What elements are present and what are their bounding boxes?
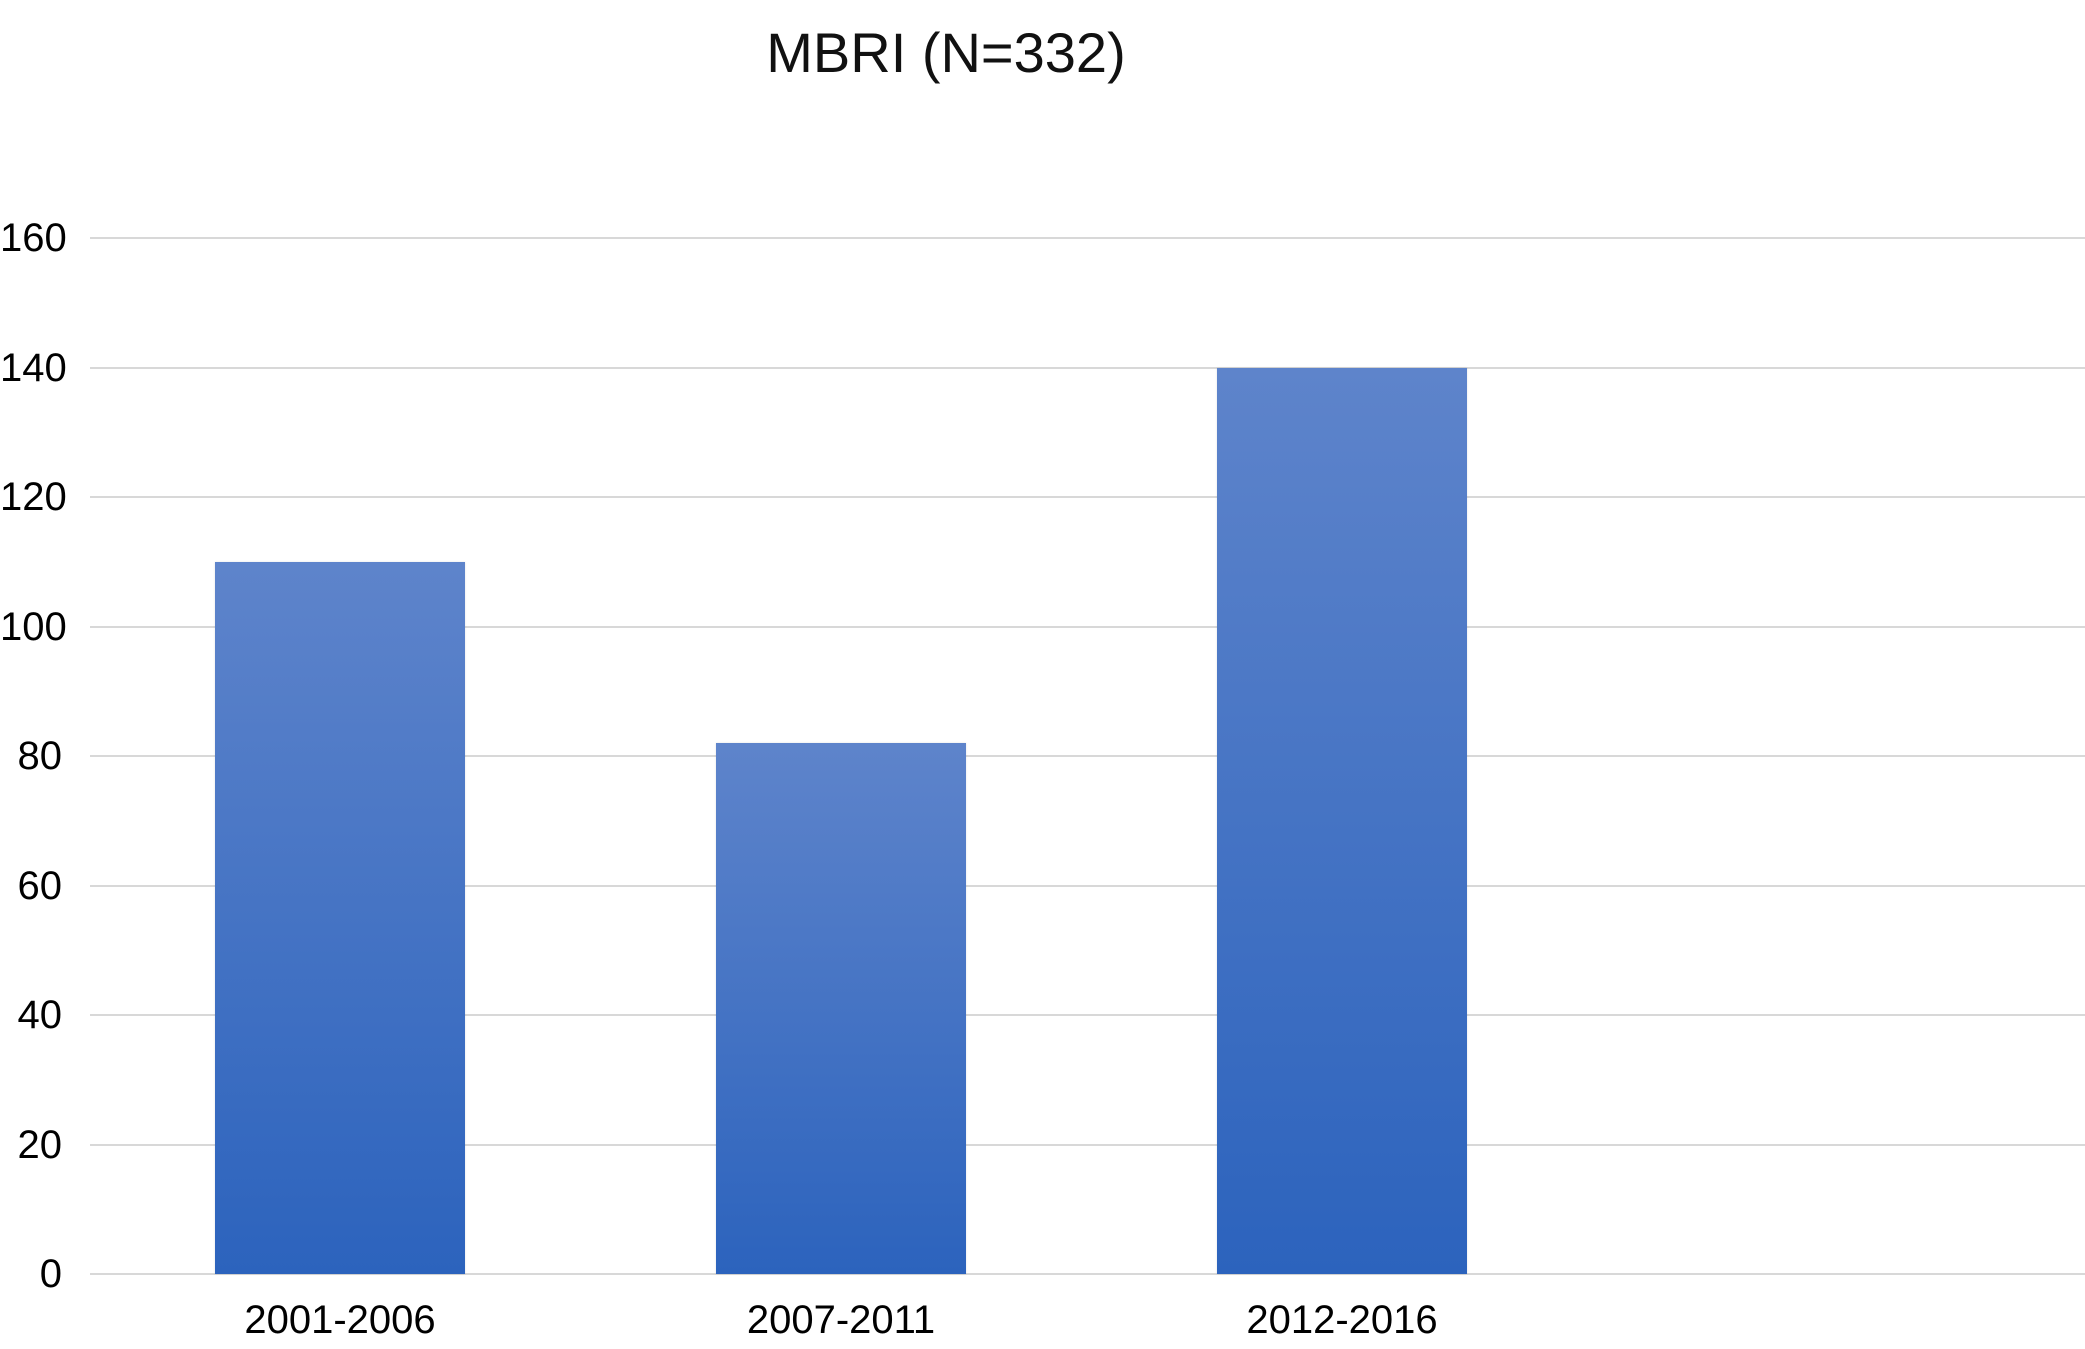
y-axis-tick-label: 140 xyxy=(0,345,67,390)
gridline-y-60 xyxy=(90,884,2085,887)
gridline-y-100 xyxy=(90,625,2085,628)
y-axis-tick-label: 100 xyxy=(0,604,67,649)
chart-title: MBRI (N=332) xyxy=(766,21,1126,84)
bar-2007-2011 xyxy=(716,743,966,1274)
y-axis-tick-label: 20 xyxy=(17,1122,63,1167)
gridline-y-80 xyxy=(90,755,2085,757)
y-axis-tick-label: 160 xyxy=(0,216,67,260)
x-axis-tick-label: 2012-2016 xyxy=(1246,1298,1438,1342)
y-axis-tick-label: 40 xyxy=(17,993,63,1037)
gridline-y-140 xyxy=(90,366,2085,369)
bar-2012-2016 xyxy=(1217,367,1467,1274)
y-axis-tick-label: 0 xyxy=(39,1252,62,1296)
gridline-y-20 xyxy=(90,1143,2085,1146)
bar-2001-2006 xyxy=(215,561,465,1274)
y-axis-tick-label: 120 xyxy=(0,475,67,519)
gridline-y-120 xyxy=(90,496,2085,498)
gridline-y-0 xyxy=(90,1273,2085,1275)
gridline-y-160 xyxy=(90,237,2085,239)
x-axis-tick-label: 2007-2011 xyxy=(746,1298,936,1342)
y-axis-tick-label: 60 xyxy=(17,863,63,908)
gridline-y-40 xyxy=(90,1014,2085,1016)
y-axis-tick-label: 80 xyxy=(17,734,63,778)
x-axis-tick-label: 2001-2006 xyxy=(244,1298,436,1342)
